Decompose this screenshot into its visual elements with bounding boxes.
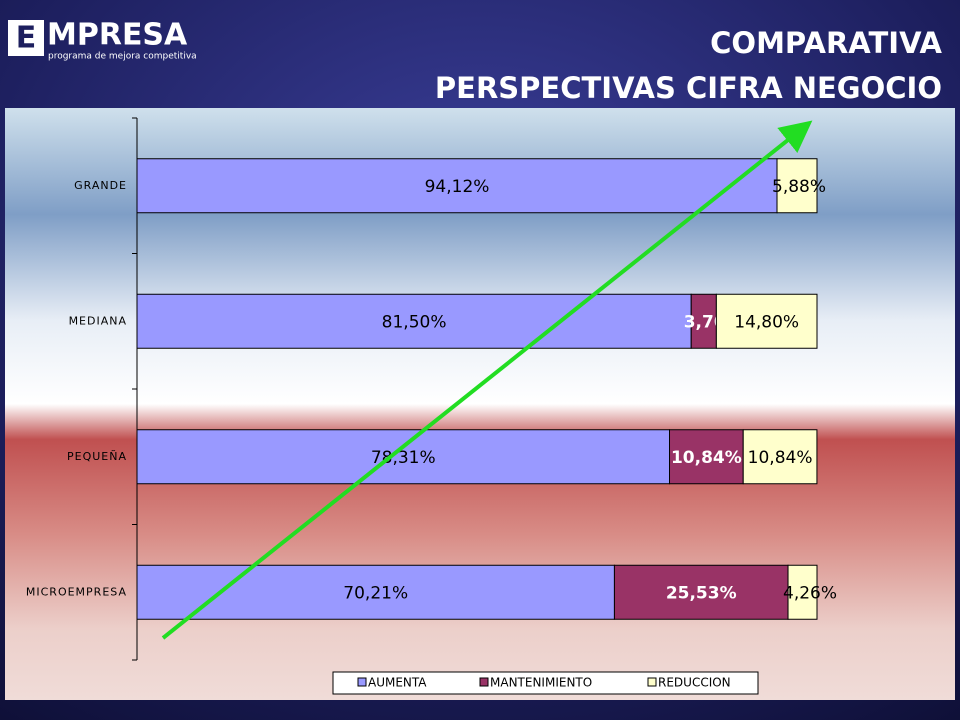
bar-segment — [136, 429, 671, 485]
data-label: 10,84% — [671, 448, 742, 468]
bar-segment — [715, 293, 818, 349]
legend-swatch — [479, 677, 489, 687]
bar-segment — [776, 158, 818, 214]
data-label: 14,80% — [734, 312, 799, 332]
data-label: 94,12% — [425, 177, 490, 197]
bar-segment — [136, 293, 692, 349]
data-label: 70,21% — [343, 583, 408, 603]
logo-letter: E — [16, 21, 37, 56]
y-tick-label: GRANDE — [74, 179, 127, 192]
data-label: 10,84% — [748, 448, 813, 468]
bar-segment — [787, 564, 818, 620]
data-label: 81,50% — [382, 312, 447, 332]
y-tick-label: MICROEMPRESA — [26, 585, 127, 598]
data-label: 5,88% — [772, 177, 826, 197]
bar-segment — [136, 564, 615, 620]
plot: GRANDE 94,12% 5,88%MEDIANA 81,50% 3,70%14,80… — [26, 117, 837, 661]
legend-items: AUMENTA MANTENIMIENTO REDUCCION — [357, 676, 731, 690]
data-label: 4,26% — [783, 583, 837, 603]
bar-segment — [742, 429, 818, 485]
legend-label: REDUCCION — [658, 676, 731, 690]
logo-text: MPRESA — [47, 18, 188, 53]
logo-tagline: programa de mejora competitiva — [48, 52, 197, 62]
logo-box — [8, 20, 44, 56]
data-label: 78,31% — [371, 448, 436, 468]
y-tick-label: PEQUEÑA — [67, 450, 127, 463]
trend-arrow — [161, 120, 813, 640]
legend-swatch — [647, 677, 657, 687]
legend-label: MANTENIMIENTO — [490, 676, 592, 690]
chart-subtitle: PERSPECTIVAS CIFRA NEGOCIO — [435, 71, 942, 105]
legend-swatch — [357, 677, 367, 687]
bar-segment — [669, 429, 744, 485]
legend-label: AUMENTA — [368, 676, 427, 690]
chart-title: COMPARATIVA — [710, 26, 942, 60]
bar-segment — [613, 564, 789, 620]
bar-segment — [136, 158, 778, 214]
bar-segment — [690, 293, 717, 349]
data-label: 25,53% — [666, 583, 737, 603]
y-tick-label: MEDIANA — [69, 314, 127, 327]
